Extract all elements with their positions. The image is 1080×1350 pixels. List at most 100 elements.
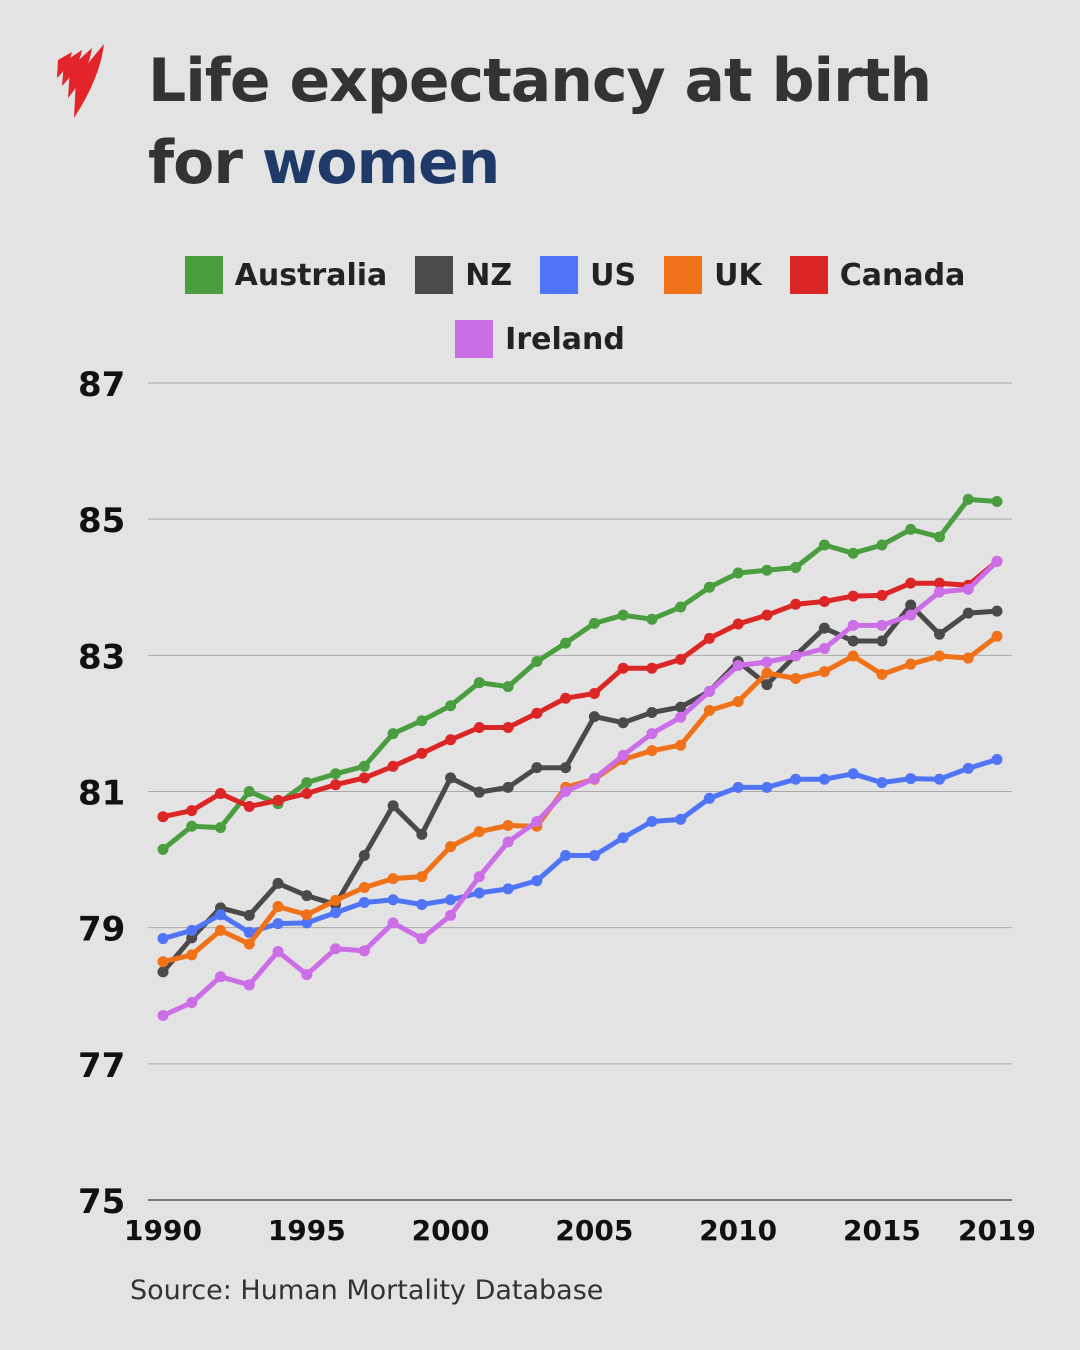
data-point-us (215, 909, 227, 921)
data-point-nz (531, 762, 543, 774)
legend-label: Canada (839, 257, 966, 293)
data-point-us (358, 896, 370, 908)
legend-label: Australia (234, 257, 388, 293)
title-line1: Life expectancy at birth (148, 46, 932, 116)
data-point-ireland (761, 656, 773, 668)
data-point-australia (387, 728, 399, 740)
data-point-us (272, 918, 284, 930)
data-point-uk (387, 873, 399, 885)
legend-item: UK (664, 256, 762, 294)
data-point-nz (905, 599, 917, 611)
data-point-canada (330, 779, 342, 791)
data-point-uk (962, 652, 974, 664)
data-point-us (301, 917, 313, 929)
data-point-us (905, 773, 917, 785)
data-point-ireland (215, 971, 227, 983)
data-point-uk (502, 820, 514, 832)
data-point-uk (215, 924, 227, 936)
data-point-australia (588, 617, 600, 629)
data-point-ireland (330, 943, 342, 955)
data-point-us (157, 933, 169, 945)
legend-item: Australia (184, 256, 388, 294)
data-point-nz (761, 679, 773, 691)
data-point-australia (215, 822, 227, 834)
data-point-ireland (675, 711, 687, 723)
title-line2: for women (148, 122, 931, 204)
legend-swatch (184, 256, 223, 294)
data-point-us (962, 762, 974, 774)
data-point-us (646, 815, 658, 827)
data-point-canada (675, 653, 687, 665)
data-point-australia (301, 777, 313, 789)
data-point-ireland (933, 586, 945, 598)
data-point-australia (818, 539, 830, 551)
data-point-us (186, 924, 198, 936)
data-point-uk (991, 630, 1003, 642)
data-point-nz (617, 717, 629, 729)
data-point-australia (502, 681, 514, 693)
legend-item: NZ (415, 256, 512, 294)
data-point-canada (818, 596, 830, 608)
data-point-canada (502, 722, 514, 734)
data-point-uk (157, 956, 169, 968)
legend-item: Ireland (455, 320, 625, 358)
legend: Australia NZ US UK Canada Ireland (0, 256, 1080, 384)
data-point-ireland (617, 749, 629, 761)
data-point-ireland (445, 909, 457, 921)
x-tick-label: 2000 (412, 1214, 490, 1247)
legend-swatch (789, 256, 828, 294)
data-point-australia (847, 547, 859, 559)
data-point-uk (358, 881, 370, 893)
y-tick-label: 83 (78, 637, 125, 677)
data-point-australia (416, 715, 428, 727)
data-point-us (502, 883, 514, 895)
data-point-canada (387, 760, 399, 772)
data-point-nz (560, 762, 572, 774)
title-highlight: women (261, 128, 501, 198)
data-point-australia (703, 581, 715, 593)
y-tick-label: 79 (78, 910, 125, 950)
data-point-us (588, 849, 600, 861)
x-tick-label: 2015 (843, 1214, 921, 1247)
data-point-canada (617, 662, 629, 674)
data-point-nz (243, 909, 255, 921)
data-point-australia (330, 768, 342, 780)
x-tick-label: 2019 (958, 1214, 1036, 1247)
data-point-nz (416, 828, 428, 840)
sbs-logo (57, 44, 104, 118)
data-point-us (473, 887, 485, 899)
legend-item: Canada (789, 256, 966, 294)
data-point-us (387, 894, 399, 906)
data-point-us (991, 754, 1003, 766)
data-point-us (761, 781, 773, 793)
legend-swatch (415, 256, 454, 294)
data-point-ireland (732, 660, 744, 672)
data-point-canada (272, 794, 284, 806)
data-point-ireland (473, 871, 485, 883)
data-point-ireland (157, 1009, 169, 1021)
data-point-canada (761, 609, 773, 621)
data-point-nz (818, 622, 830, 634)
data-point-canada (473, 722, 485, 734)
data-point-canada (531, 707, 543, 719)
data-point-nz (675, 701, 687, 713)
data-point-us (703, 792, 715, 804)
data-point-australia (617, 609, 629, 621)
data-point-canada (560, 692, 572, 704)
data-point-ireland (416, 933, 428, 945)
data-point-nz (301, 890, 313, 902)
data-point-canada (301, 788, 313, 800)
data-point-canada (243, 800, 255, 812)
data-point-us (416, 899, 428, 911)
data-point-uk (243, 938, 255, 950)
data-point-ireland (905, 609, 917, 621)
data-point-australia (358, 760, 370, 772)
data-point-ireland (876, 619, 888, 631)
data-point-us (531, 875, 543, 887)
data-point-nz (646, 707, 658, 719)
data-point-australia (243, 786, 255, 797)
data-point-australia (991, 495, 1003, 507)
data-point-uk (933, 650, 945, 662)
data-point-ireland (703, 685, 715, 697)
data-point-australia (473, 677, 485, 689)
